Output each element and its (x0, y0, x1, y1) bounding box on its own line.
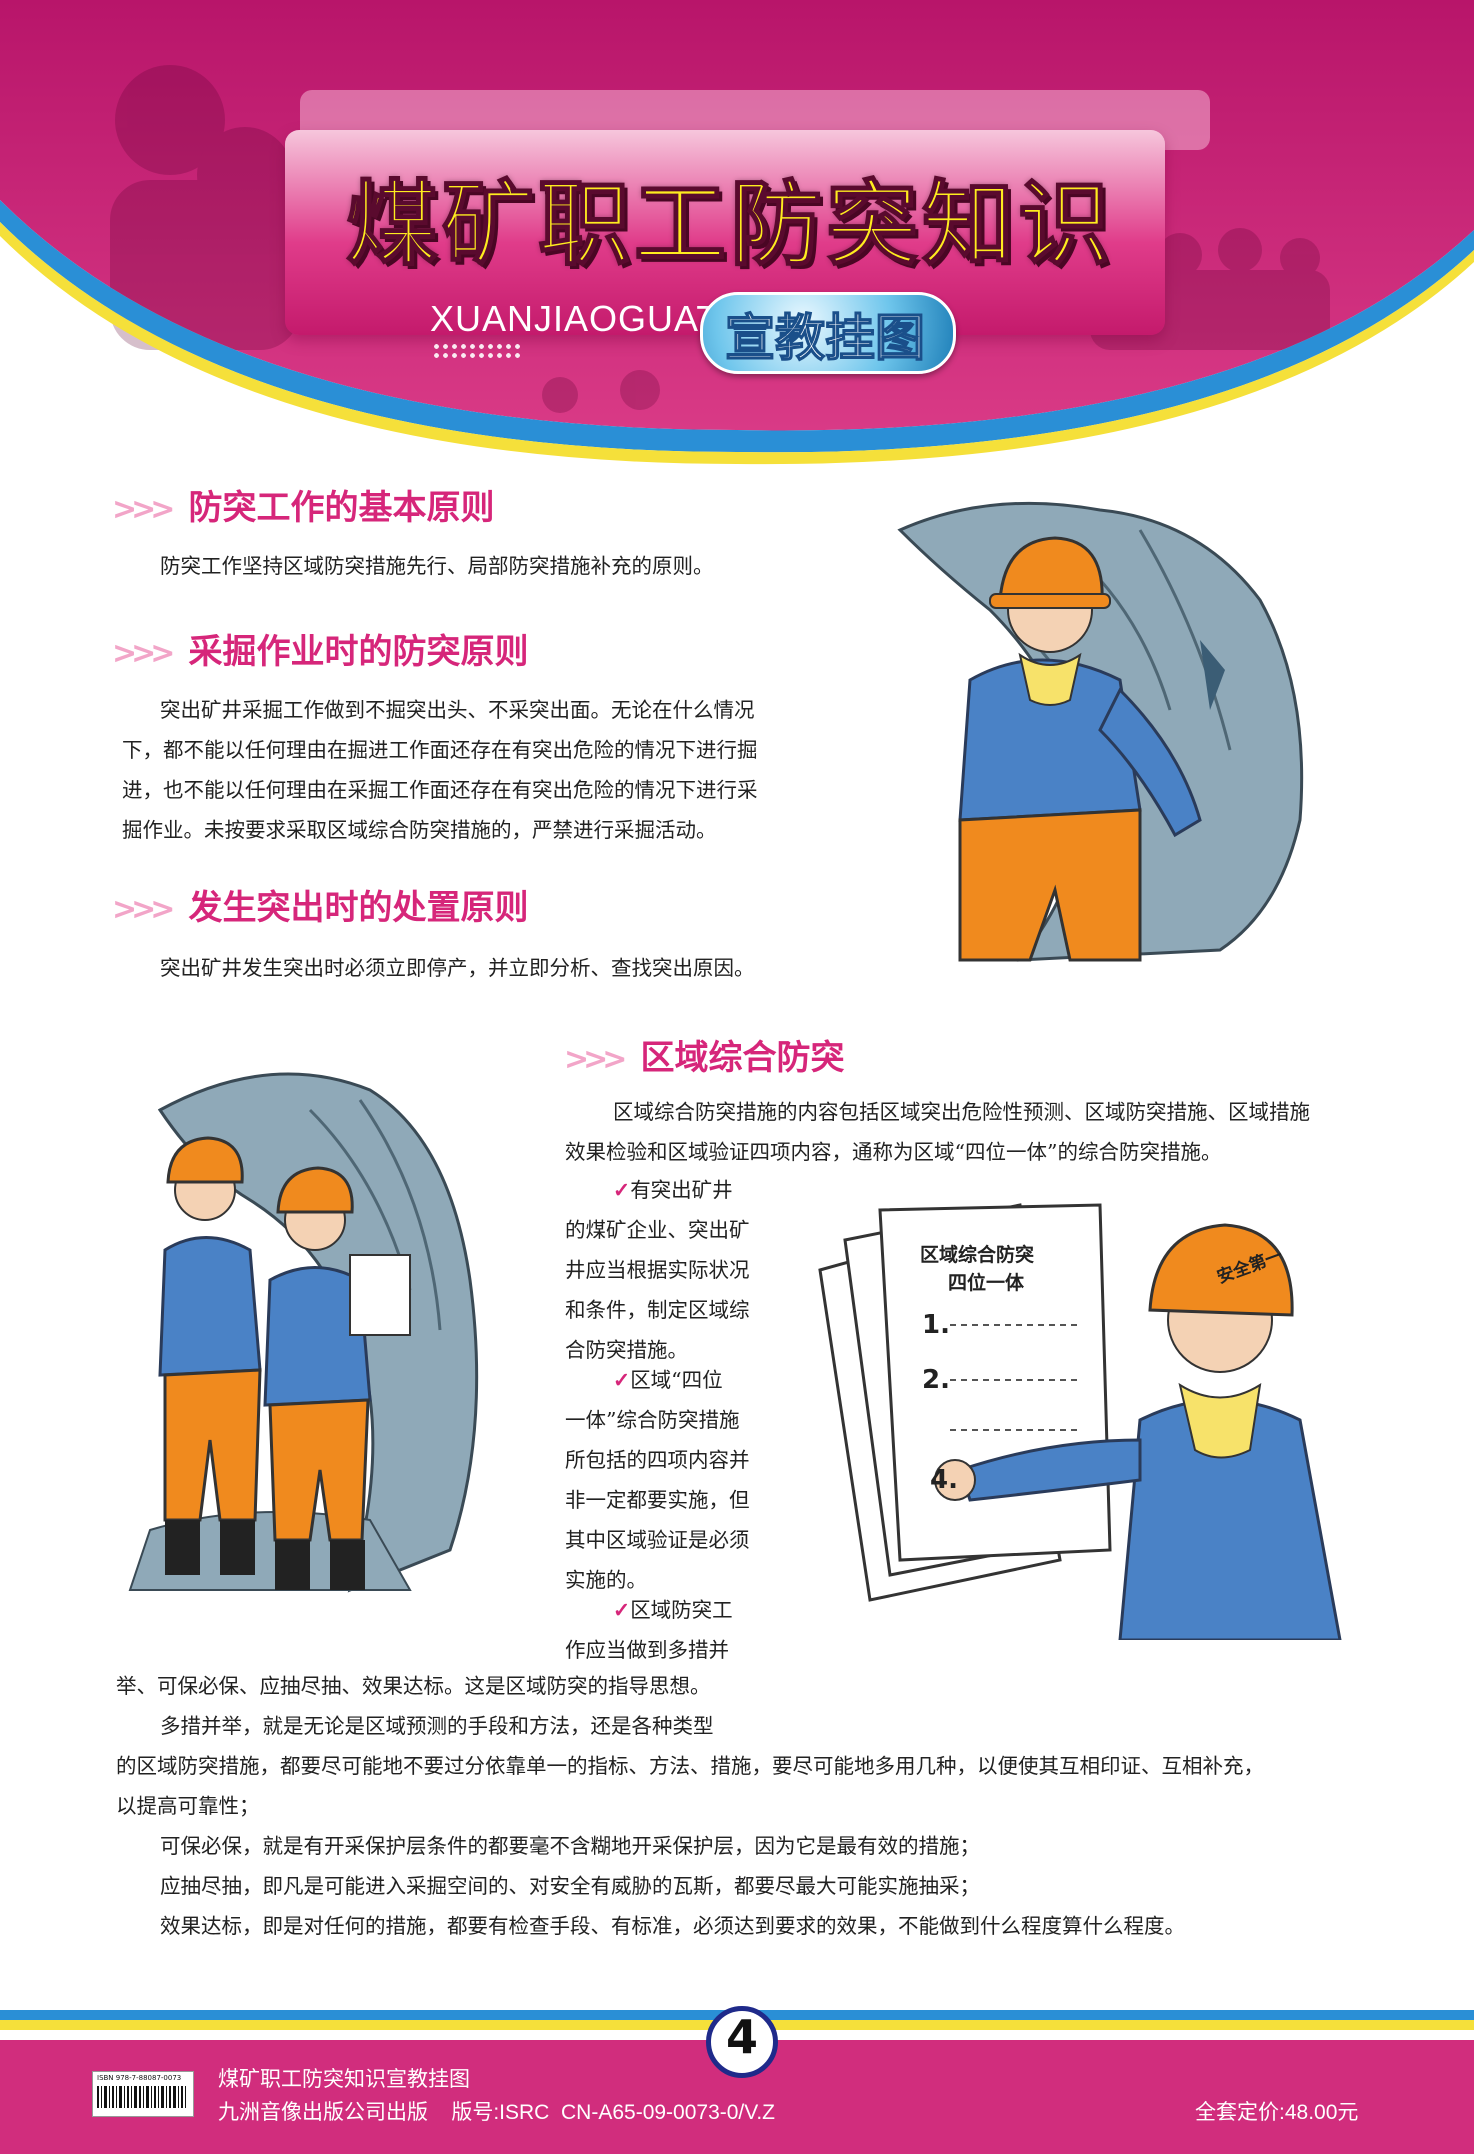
footer-price: 全套定价:48.00元 (1195, 2101, 1359, 2124)
check-icon: ✓ (613, 1368, 631, 1392)
miner-inspecting-rock-illustration (897, 501, 1304, 962)
document-item-4: 4. (930, 1465, 958, 1495)
barcode-icon (97, 2086, 186, 2108)
regional-item-1: ✓有突出矿井 的煤矿企业、突出矿 井应当根据实际状况 和条件，制定区域综 合防突… (565, 1178, 750, 1362)
subtitle-badge (700, 292, 956, 374)
barcode: ISBN 978-7-88087-0073 (92, 2071, 194, 2117)
section-text-basic: 防突工作坚持区域防突措施先行、局部防突措施补充的原则。 (160, 554, 714, 578)
document-title-1: 区域综合防突 (920, 1244, 1035, 1266)
document-drawing (818, 1203, 1342, 1640)
check-icon: ✓ (613, 1598, 631, 1622)
regional-principles: 举、可保必保、应抽尽抽、效果达标。这是区域防突的指导思想。 多措并举，就是无论是… (116, 1674, 1264, 1938)
document-title-2: 四位一体 (948, 1272, 1025, 1294)
section-title: 发生突出时的处置原则 (188, 888, 529, 928)
footer-title: 煤矿职工防突知识宣教挂图 (218, 2068, 470, 2091)
section-title: 采掘作业时的防突原则 (188, 632, 529, 672)
dot-pattern (432, 342, 522, 360)
document-item-2: 2. (922, 1365, 950, 1395)
miner-with-document-illustration: 区域综合防突 四位一体 1. 2. 4. 安全第一 (800, 1180, 1360, 1640)
section-title: 区域综合防突 (640, 1038, 845, 1078)
section-heading-mining: >>> 采掘作业时的防突原则 (112, 624, 529, 673)
section-heading-outburst: >>> 发生突出时的处置原则 (112, 880, 529, 929)
check-icon: ✓ (613, 1178, 631, 1202)
chevron-icon: >>> (112, 636, 175, 671)
document-item-1: 1. (922, 1310, 950, 1340)
section-text-mining: 突出矿井采掘工作做到不掘突出头、不采突出面。无论在什么情况 下，都不能以任何理由… (122, 698, 758, 842)
page-number-badge (706, 2006, 778, 2078)
two-miners-illustration (128, 1072, 479, 1593)
page-number: 4 (725, 2010, 758, 2064)
pinyin-caption: XUANJIAOGUATU (430, 298, 747, 339)
chevron-icon: >>> (112, 892, 175, 927)
chevron-icon: >>> (112, 492, 175, 527)
isbn-text: ISBN 978-7-88087-0073 (97, 2074, 182, 2082)
subtitle: 宣教挂图 (724, 307, 926, 368)
footer-publisher: 九洲音像出版公司出版 版号:ISRC CN-A65-09-0073-0/V.Z (218, 2101, 776, 2124)
regional-item-3: ✓区域防突工 作应当做到多措并 (565, 1598, 733, 1662)
section-text-outburst: 突出矿井发生突出时必须立即停产，并立即分析、查找突出原因。 (160, 956, 755, 980)
section-heading-regional: >>> 区域综合防突 (564, 1030, 845, 1079)
chevron-icon: >>> (564, 1042, 627, 1077)
section-heading-basic: >>> 防突工作的基本原则 (112, 480, 495, 529)
regional-item-2: ✓区域“四位 一体”综合防突措施 所包括的四项内容并 非一定都要实施，但 其中区… (565, 1368, 750, 1592)
section-title: 防突工作的基本原则 (188, 488, 495, 528)
page-title: 煤矿职工防突知识 (345, 170, 1114, 279)
regional-intro: 区域综合防突措施的内容包括区域突出危险性预测、区域防突措施、区域措施 效果检验和… (565, 1100, 1310, 1164)
